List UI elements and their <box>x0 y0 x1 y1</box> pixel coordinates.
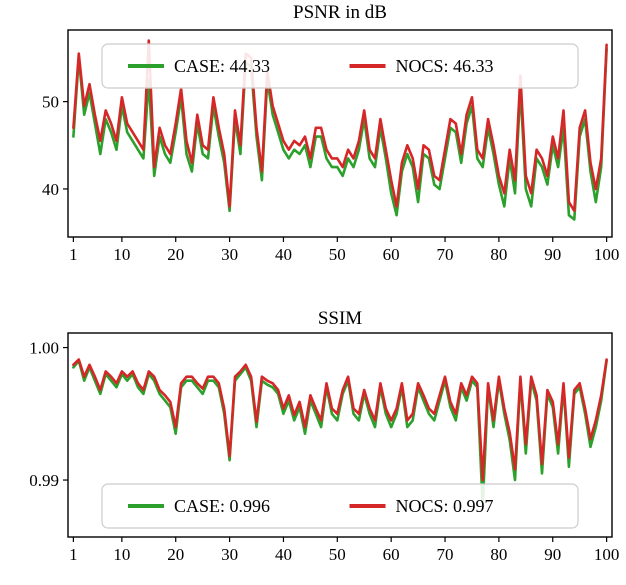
x-tick-label: 60 <box>383 245 400 264</box>
plot-border <box>67 29 613 238</box>
x-tick-label: 80 <box>490 245 507 264</box>
x-tick-label: 20 <box>167 545 184 564</box>
x-tick-label: 40 <box>275 245 292 264</box>
psnr-title: PSNR in dB <box>293 2 387 23</box>
x-tick-label: 30 <box>221 245 238 264</box>
x-tick-label: 1 <box>69 545 78 564</box>
y-tick-label: 1.00 <box>29 339 59 358</box>
ssim-chart: SSIM 1 10 20 30 40 50 60 70 80 90 100 0.99 1.00 CASE: … <box>0 290 626 580</box>
ssim-legend-box <box>101 483 579 529</box>
x-tick-label: 70 <box>437 545 454 564</box>
x-tick-label: 90 <box>544 245 561 264</box>
x-tick-label: 80 <box>490 545 507 564</box>
psnr-legend-box <box>101 43 579 89</box>
psnr-series-nocs-line <box>72 39 608 213</box>
x-tick-label: 70 <box>437 245 454 264</box>
x-tick-label: 40 <box>275 545 292 564</box>
x-tick-label: 20 <box>167 245 184 264</box>
ssim-plot-svg: SSIM 1 10 20 30 40 50 60 70 80 90 100 0.99 1.00 CASE: … <box>29 308 620 564</box>
x-tick-label: 30 <box>221 545 238 564</box>
x-tick-label: 100 <box>594 245 620 264</box>
psnr-plot-svg: PSNR in dB 1 10 20 30 40 50 60 70 80 90 100 40 50 CASE… <box>42 2 620 264</box>
ssim-series-nocs-line <box>72 358 608 482</box>
x-tick-label: 90 <box>544 545 561 564</box>
x-tick-label: 60 <box>383 545 400 564</box>
ssim-legend-label-nocs: NOCS: 0.997 <box>396 496 494 516</box>
plot-border <box>67 332 613 538</box>
x-tick-label: 1 <box>69 245 78 264</box>
x-tick-label: 100 <box>594 545 620 564</box>
y-tick-label: 40 <box>42 180 59 199</box>
psnr-chart: PSNR in dB 1 10 20 30 40 50 60 70 80 90 100 40 50 CASE… <box>0 0 626 290</box>
y-tick-label: 50 <box>42 93 59 112</box>
x-tick-label: 50 <box>329 245 346 264</box>
x-tick-label: 50 <box>329 545 346 564</box>
psnr-legend-label-nocs: NOCS: 46.33 <box>396 56 494 76</box>
ssim-title: SSIM <box>318 308 362 329</box>
psnr-legend-label-case: CASE: 44.33 <box>174 56 270 76</box>
ssim-legend-label-case: CASE: 0.996 <box>174 496 270 516</box>
x-tick-label: 10 <box>113 245 130 264</box>
x-tick-label: 10 <box>113 545 130 564</box>
y-tick-label: 0.99 <box>29 471 59 490</box>
